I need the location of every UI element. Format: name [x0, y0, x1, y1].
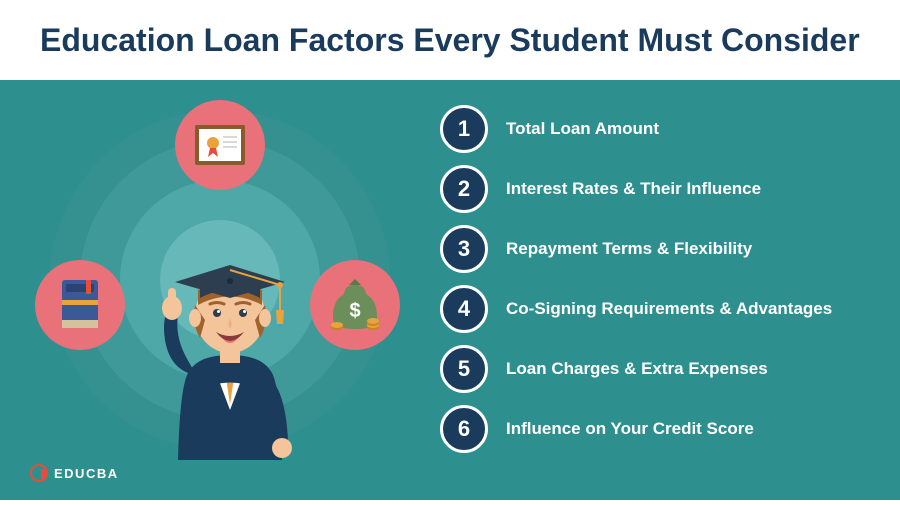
- factor-label: Total Loan Amount: [506, 118, 659, 139]
- factor-label: Interest Rates & Their Influence: [506, 178, 761, 199]
- factor-row: 4 Co-Signing Requirements & Advantages: [440, 285, 870, 333]
- factor-badge-2: 2: [440, 165, 488, 213]
- diploma-icon: [193, 123, 247, 167]
- factor-label: Loan Charges & Extra Expenses: [506, 358, 768, 379]
- page-title: Education Loan Factors Every Student Mus…: [40, 22, 860, 59]
- factor-row: 5 Loan Charges & Extra Expenses: [440, 345, 870, 393]
- book-icon: [58, 278, 102, 332]
- graduate-illustration: [140, 210, 320, 505]
- factor-badge-3: 3: [440, 225, 488, 273]
- brand-logo: EDUCBA: [30, 464, 119, 482]
- factor-row: 3 Repayment Terms & Flexibility: [440, 225, 870, 273]
- money-bubble: $: [310, 260, 400, 350]
- factor-row: 1 Total Loan Amount: [440, 105, 870, 153]
- factor-badge-6: 6: [440, 405, 488, 453]
- diploma-bubble: [175, 100, 265, 190]
- logo-mark-icon: [30, 464, 48, 482]
- factor-badge-1: 1: [440, 105, 488, 153]
- book-bubble: [35, 260, 125, 350]
- factor-badge-4: 4: [440, 285, 488, 333]
- factor-label: Repayment Terms & Flexibility: [506, 238, 752, 259]
- factor-row: 2 Interest Rates & Their Influence: [440, 165, 870, 213]
- factors-list: 1 Total Loan Amount 2 Interest Rates & T…: [430, 80, 900, 500]
- logo-text: EDUCBA: [54, 466, 119, 481]
- factor-row: 6 Influence on Your Credit Score: [440, 405, 870, 453]
- factor-label: Co-Signing Requirements & Advantages: [506, 298, 832, 319]
- money-bag-icon: $: [325, 277, 385, 333]
- svg-text:$: $: [349, 300, 360, 322]
- factor-label: Influence on Your Credit Score: [506, 418, 754, 439]
- header: Education Loan Factors Every Student Mus…: [0, 0, 900, 80]
- illustration-area: $: [0, 80, 430, 500]
- factor-badge-5: 5: [440, 345, 488, 393]
- main-panel: $: [0, 80, 900, 500]
